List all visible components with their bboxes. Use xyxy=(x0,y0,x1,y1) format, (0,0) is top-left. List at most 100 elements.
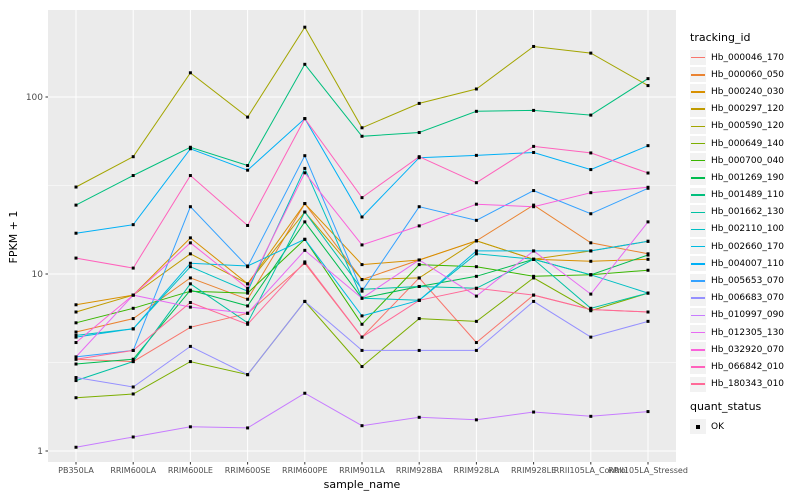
legend-item-label: Hb_000590_120 xyxy=(711,121,785,132)
data-point xyxy=(417,348,421,352)
data-point xyxy=(246,115,250,119)
data-point xyxy=(74,256,78,260)
data-point xyxy=(532,144,536,148)
legend-item-label: Hb_004007_110 xyxy=(711,258,785,269)
data-point xyxy=(303,117,307,121)
data-point xyxy=(532,299,536,303)
legend-key xyxy=(690,359,706,375)
data-point xyxy=(188,71,192,75)
data-point xyxy=(246,164,250,168)
data-point xyxy=(360,424,364,428)
data-point xyxy=(589,335,593,339)
data-point xyxy=(417,298,421,302)
legend-item-label: Hb_180343_010 xyxy=(711,379,785,390)
legend-key xyxy=(690,256,706,272)
data-point xyxy=(188,276,192,280)
legend-item-Hb_000700_040: Hb_000700_040 xyxy=(690,152,784,169)
legend-item-Hb_000590_120: Hb_000590_120 xyxy=(690,118,784,135)
x-tick-label: RRIM928LE xyxy=(511,466,556,475)
data-point xyxy=(74,355,78,359)
legend-item-label: Hb_001269_190 xyxy=(711,172,785,183)
legend-item-Hb_001269_190: Hb_001269_190 xyxy=(690,169,784,186)
data-point xyxy=(360,126,364,130)
x-tick-label: RRIM928LA xyxy=(454,466,500,475)
data-point xyxy=(532,150,536,154)
data-point xyxy=(303,154,307,158)
data-point xyxy=(646,171,650,175)
data-point xyxy=(474,239,478,243)
data-point xyxy=(74,341,78,345)
data-point xyxy=(532,203,536,207)
line-swatch-icon xyxy=(691,74,705,76)
legend-item-label: Hb_000649_140 xyxy=(711,138,785,149)
data-point xyxy=(303,299,307,303)
data-point xyxy=(246,223,250,227)
data-point xyxy=(74,333,78,337)
data-point xyxy=(74,310,78,314)
data-point xyxy=(589,292,593,296)
data-point xyxy=(589,241,593,245)
data-point xyxy=(474,294,478,298)
data-point xyxy=(589,51,593,55)
legend-item-label: Hb_000046_170 xyxy=(711,52,785,63)
data-point xyxy=(589,113,593,117)
data-point xyxy=(417,205,421,209)
data-point xyxy=(474,252,478,256)
legend-key xyxy=(690,307,706,323)
data-point xyxy=(131,317,135,321)
data-point xyxy=(417,284,421,288)
legend-key xyxy=(690,170,706,186)
legend-item-label: Hb_010997_090 xyxy=(711,310,785,321)
data-point xyxy=(188,305,192,309)
data-point xyxy=(303,237,307,241)
data-point xyxy=(188,360,192,364)
legend-item-Hb_032920_070: Hb_032920_070 xyxy=(690,341,784,358)
data-point xyxy=(246,265,250,269)
data-point xyxy=(646,291,650,295)
data-point xyxy=(131,435,135,439)
legend-key xyxy=(690,221,706,237)
data-point xyxy=(589,168,593,172)
data-point xyxy=(474,87,478,91)
data-point xyxy=(188,265,192,269)
line-swatch-icon xyxy=(691,383,705,385)
data-point xyxy=(589,151,593,155)
x-tick-label: RRIM600SE xyxy=(225,466,271,475)
data-point xyxy=(532,205,536,209)
data-point xyxy=(589,414,593,418)
data-point xyxy=(646,268,650,272)
data-point xyxy=(303,210,307,214)
data-point xyxy=(303,248,307,252)
data-point xyxy=(131,306,135,310)
data-point xyxy=(646,77,650,81)
y-tick-label: 1 xyxy=(37,447,43,457)
legend-quant-status: quant_status OK xyxy=(690,400,761,435)
line-swatch-icon xyxy=(691,331,705,334)
legend-item-Hb_000240_030: Hb_000240_030 xyxy=(690,83,784,100)
data-point xyxy=(131,348,135,352)
data-point xyxy=(532,276,536,280)
legend-item-label: Hb_002660_170 xyxy=(711,241,785,252)
data-point xyxy=(532,44,536,48)
legend-title-tracking-id: tracking_id xyxy=(690,31,751,44)
data-point xyxy=(360,263,364,267)
data-point xyxy=(589,191,593,195)
data-point xyxy=(646,310,650,314)
data-point xyxy=(303,202,307,206)
legend-item-label: Hb_066842_010 xyxy=(711,361,785,372)
data-point xyxy=(474,319,478,323)
legend-item-Hb_180343_010: Hb_180343_010 xyxy=(690,376,784,393)
data-point xyxy=(131,392,135,396)
square-marker-icon xyxy=(696,424,700,429)
data-point xyxy=(303,171,307,175)
y-tick-label: 100 xyxy=(26,93,43,103)
legend-item-label: Hb_000297_120 xyxy=(711,104,785,115)
data-point xyxy=(131,327,135,331)
legend-key xyxy=(690,239,706,255)
legend-item-ok: OK xyxy=(690,418,761,435)
x-tick-label: RRIM901LA xyxy=(339,466,385,475)
legend-item-Hb_004007_110: Hb_004007_110 xyxy=(690,255,784,272)
data-point xyxy=(532,274,536,278)
legend-key xyxy=(690,325,706,341)
line-swatch-icon xyxy=(691,228,705,231)
